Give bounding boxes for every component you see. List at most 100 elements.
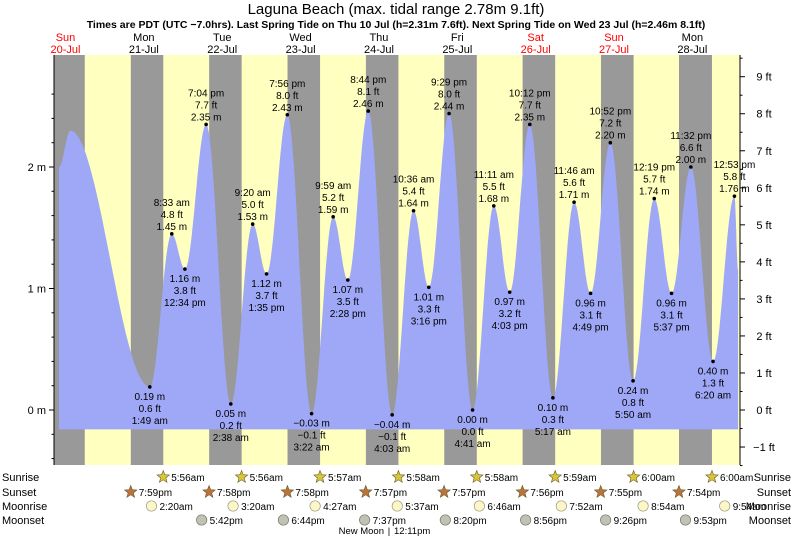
day-label-date: 26-Jul [521, 44, 551, 56]
chart-subtitle: Times are PDT (UTC −7.0hrs). Last Spring… [87, 19, 706, 31]
tide-label: 0.96 m [656, 298, 687, 309]
tide-point [169, 232, 174, 236]
y-tick-label-ft: 6 ft [756, 183, 771, 195]
sun-moon-time: 7:55pm [609, 488, 642, 499]
row-label-right: Sunset [757, 487, 791, 499]
tide-point [689, 165, 693, 169]
tide-label: 2:28 pm [330, 309, 366, 320]
tide-point [527, 122, 532, 127]
tide-label: 11:11 am [474, 170, 514, 181]
tide-label: 0.40 m [698, 366, 729, 377]
sunrise-icon [313, 469, 327, 483]
tide-point [551, 396, 555, 400]
tide-point [390, 413, 394, 417]
moonrise-icon [555, 500, 567, 512]
tide-point [366, 109, 371, 113]
day-label-dow: Sat [527, 32, 544, 44]
day-label-dow: Mon [133, 32, 154, 44]
tide-label: 1.07 m [333, 285, 364, 296]
y-tick-label-ft: 8 ft [756, 109, 771, 121]
tide-point [183, 267, 187, 271]
tide-label: 2.43 m [272, 103, 303, 114]
tide-label: 1.74 m [639, 187, 670, 198]
day-label-dow: Wed [289, 32, 311, 44]
tide-label: 2:38 am [213, 433, 249, 444]
moonset-icon [277, 514, 289, 526]
tide-label: 1.3 ft [702, 378, 724, 389]
tide-label: 10:12 pm [509, 88, 551, 99]
moonrise-icon [637, 500, 649, 512]
sun-moon-time: 9:53pm [693, 516, 726, 527]
tide-label: 2.20 m [595, 131, 626, 142]
tide-label: 5.8 ft [723, 172, 745, 183]
sunset-icon [672, 484, 686, 498]
moonset-icon [520, 514, 532, 526]
tide-label: 4:41 am [455, 439, 491, 450]
sunrise-icon [548, 469, 563, 483]
sunset-icon [123, 484, 138, 498]
y-tick-label-ft: 1 ft [756, 368, 771, 380]
tide-point [572, 200, 576, 205]
tide-label: 4:49 pm [573, 322, 609, 333]
day-label-date: 28-Jul [677, 44, 707, 56]
tide-label: 6.6 ft [680, 143, 702, 154]
day-label-dow: Sun [604, 32, 624, 44]
day-label-dow: Mon [682, 32, 703, 44]
tide-label: 1.01 m [414, 292, 445, 303]
y-tick-label-m: 2 m [28, 162, 46, 174]
tide-point [148, 385, 152, 389]
tide-label: 0.19 m [135, 392, 166, 403]
tide-point [331, 215, 335, 219]
tide-label: 3.2 ft [499, 309, 521, 320]
moonrise-icon [391, 500, 403, 512]
sun-moon-table: Sunrise Sunrise 5:56am 5:56am 5:57am 5:58am 5:… [2, 469, 791, 527]
sun-moon-time: 5:59am [563, 473, 596, 484]
tide-label: 10:52 pm [589, 107, 631, 118]
tide-label: 1.68 m [479, 194, 510, 205]
tide-area [59, 111, 739, 430]
tide-point [669, 291, 674, 296]
y-tick-label-m: 1 m [28, 284, 46, 296]
moonrise-icon [227, 500, 239, 512]
y-tick-label-ft: −1 ft [753, 442, 775, 454]
sun-moon-time: 7:54pm [687, 488, 720, 499]
row-label-left: Sunrise [2, 472, 39, 484]
tide-point [492, 204, 496, 208]
tide-label: 7.7 ft [195, 100, 217, 111]
tide-label: 6:20 am [695, 390, 731, 401]
sun-moon-time: 8:20pm [453, 516, 486, 527]
tide-label: 3:22 am [294, 443, 330, 454]
day-label-date: 27-Jul [599, 44, 629, 56]
y-tick-label-ft: 0 ft [756, 405, 771, 417]
tide-label: 9:59 am [315, 181, 351, 192]
sun-moon-time: 7:37pm [373, 516, 406, 527]
tide-label: 5.2 ft [322, 193, 344, 204]
y-tick-label-ft: 3 ft [756, 294, 771, 306]
moonset-icon [196, 514, 208, 526]
tide-label: 3.7 ft [255, 291, 277, 302]
sun-moon-time: 2:20am [159, 502, 192, 513]
sun-moon-time: 9:26pm [614, 516, 647, 527]
tide-label: 5:50 am [615, 410, 651, 421]
tide-label: 9:20 am [235, 188, 271, 199]
tide-label: 5.4 ft [402, 187, 424, 198]
tide-label: 0.8 ft [622, 398, 644, 409]
tide-label: 1.53 m [237, 212, 268, 223]
sunrise-icon [156, 469, 171, 483]
tide-label: −0.1 ft [378, 432, 406, 443]
sun-moon-time: 7:59pm [139, 488, 172, 499]
day-label-dow: Fri [451, 32, 464, 44]
tide-label: −0.03 m [293, 419, 329, 430]
moon-phase-time: 12:11pm [394, 526, 430, 537]
tide-point [652, 196, 657, 201]
tide-label: 5.5 ft [483, 182, 505, 193]
tide-label: 1.16 m [170, 274, 201, 285]
tide-points: 0.19 m0.6 ft1:49 am 8:33 am4.8 ft1.45 m 1.… [132, 75, 756, 455]
day-label-dow: Thu [369, 32, 388, 44]
tide-label: 4:03 pm [492, 321, 528, 332]
tide-label: 1:35 pm [248, 303, 284, 314]
sunrise-icon [391, 469, 406, 483]
tide-label: 8.0 ft [438, 90, 460, 101]
day-label-date: 25-Jul [442, 44, 472, 56]
tide-point [608, 140, 613, 145]
